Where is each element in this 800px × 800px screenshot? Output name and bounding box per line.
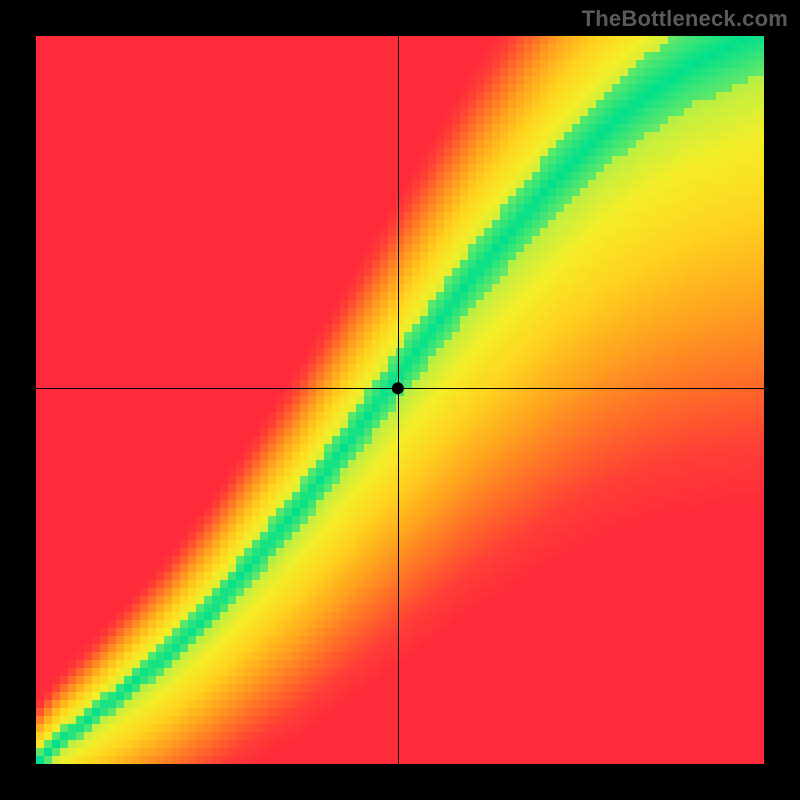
watermark-label: TheBottleneck.com bbox=[582, 6, 788, 32]
bottleneck-heatmap-container: TheBottleneck.com bbox=[0, 0, 800, 800]
bottleneck-heatmap-canvas bbox=[0, 0, 800, 800]
